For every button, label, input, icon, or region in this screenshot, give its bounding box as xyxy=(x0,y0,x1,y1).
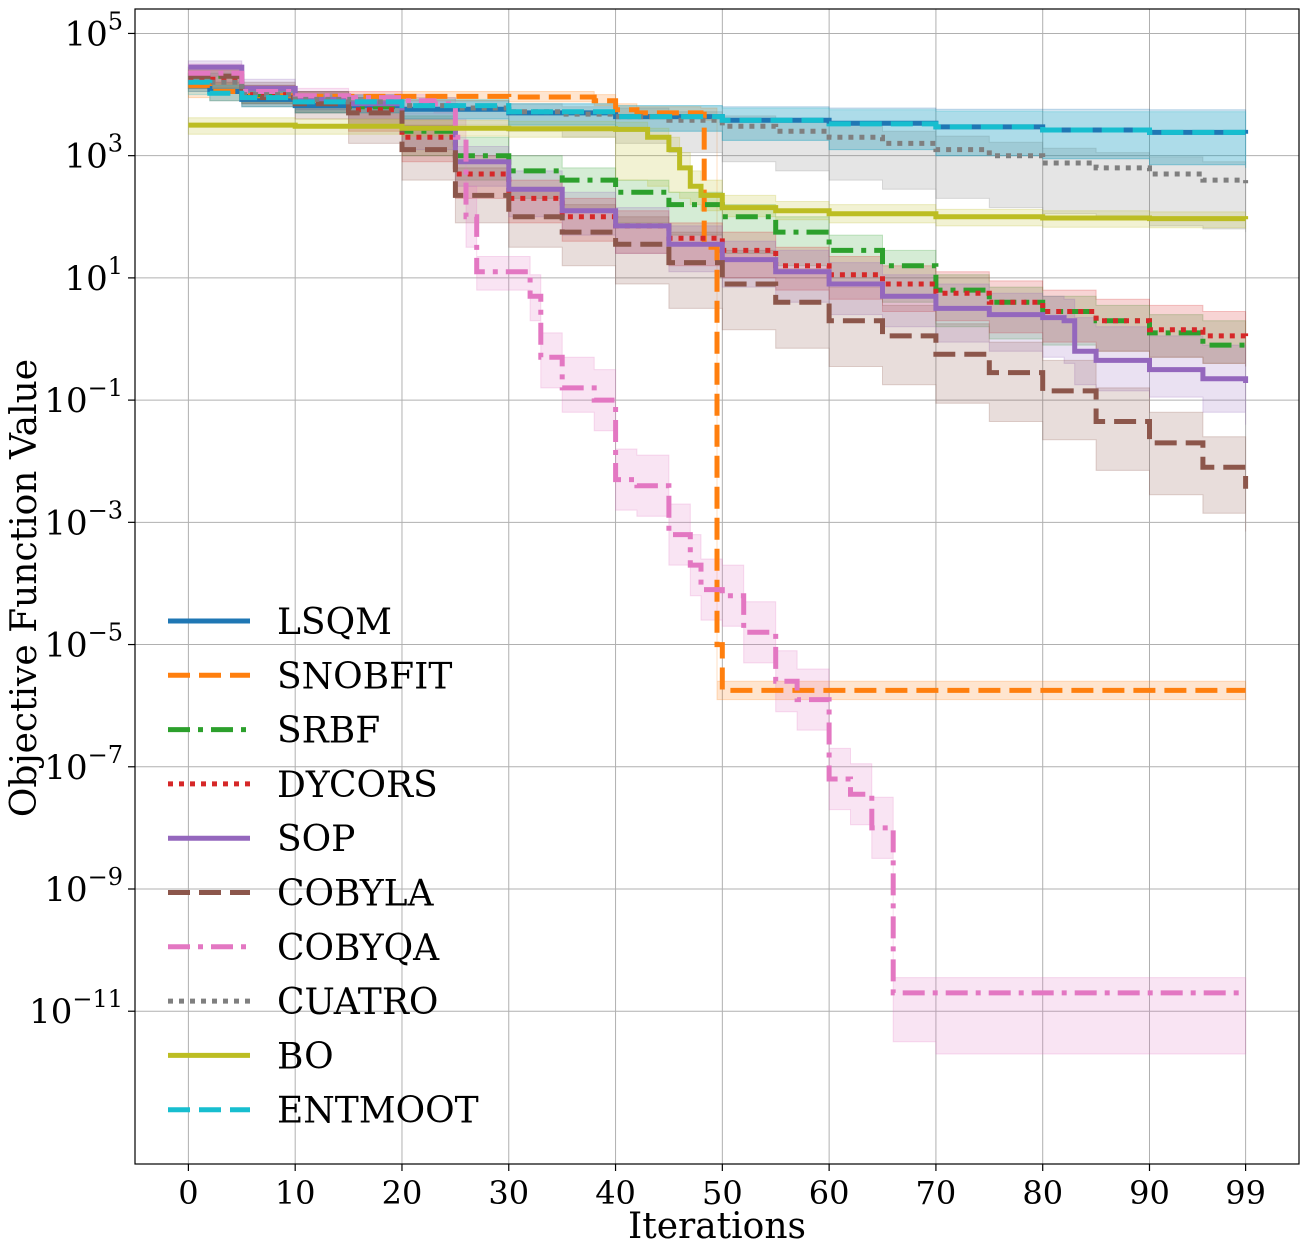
y-tick-label: 101 xyxy=(64,252,123,299)
x-tick-label: 70 xyxy=(916,1174,957,1212)
legend-label-sop: SOP xyxy=(277,819,355,860)
legend-label-srbf: SRBF xyxy=(277,711,380,752)
x-tick-label: 40 xyxy=(595,1174,636,1212)
line-srbf xyxy=(188,73,1246,348)
x-tick-label: 50 xyxy=(702,1174,743,1212)
y-tick-label: 105 xyxy=(64,7,123,54)
series-lines xyxy=(188,64,1249,996)
x-tick-label: 80 xyxy=(1022,1174,1063,1212)
y-tick-label: 10−5 xyxy=(44,619,123,666)
x-tick-label: 90 xyxy=(1129,1174,1170,1212)
line-cuatro xyxy=(188,79,1249,184)
x-tick-label: 20 xyxy=(382,1174,423,1212)
line-bo xyxy=(188,122,1249,222)
y-tick-label: 10−3 xyxy=(44,496,123,543)
legend-label-cobyla: COBYLA xyxy=(277,874,435,915)
x-axis: 0 10 20 30 40 50 60 70 80 90 99 xyxy=(178,1164,1266,1212)
x-tick-label: 10 xyxy=(275,1174,316,1212)
legend-label-dycors: DYCORS xyxy=(277,765,438,806)
legend: LSQM SNOBFIT SRBF DYCORS SOP COBYLA COBYQA CUAT… xyxy=(168,602,479,1132)
line-cobyqa xyxy=(188,70,1246,996)
y-axis: 105 103 101 10−1 10−3 10−5 10−7 10−9 10−11 xyxy=(29,7,135,1032)
y-tick-label: 10−11 xyxy=(29,985,123,1032)
legend-label-cobyqa: COBYQA xyxy=(277,928,440,969)
y-tick-label: 103 xyxy=(64,130,123,177)
x-axis-label: Iterations xyxy=(628,1206,806,1247)
legend-label-entmoot: ENTMOOT xyxy=(277,1091,479,1132)
legend-label-snobfit: SNOBFIT xyxy=(277,656,452,697)
x-tick-label: 0 xyxy=(178,1174,198,1212)
x-tick-label: 30 xyxy=(488,1174,529,1212)
y-axis-label: Objective Function Value xyxy=(4,359,45,817)
x-tick-label: 99 xyxy=(1225,1174,1266,1212)
legend-label-lsqm: LSQM xyxy=(277,602,392,643)
line-entmoot xyxy=(188,79,1249,135)
plot-frame xyxy=(134,8,1300,1165)
legend-label-bo: BO xyxy=(277,1036,334,1077)
legend-label-cuatro: CUATRO xyxy=(277,982,438,1023)
x-tick-label: 60 xyxy=(809,1174,850,1212)
y-tick-label: 10−7 xyxy=(44,741,123,788)
y-tick-label: 10−1 xyxy=(44,374,123,421)
y-tick-label: 10−9 xyxy=(44,863,123,910)
line-cobyla xyxy=(188,73,1249,489)
